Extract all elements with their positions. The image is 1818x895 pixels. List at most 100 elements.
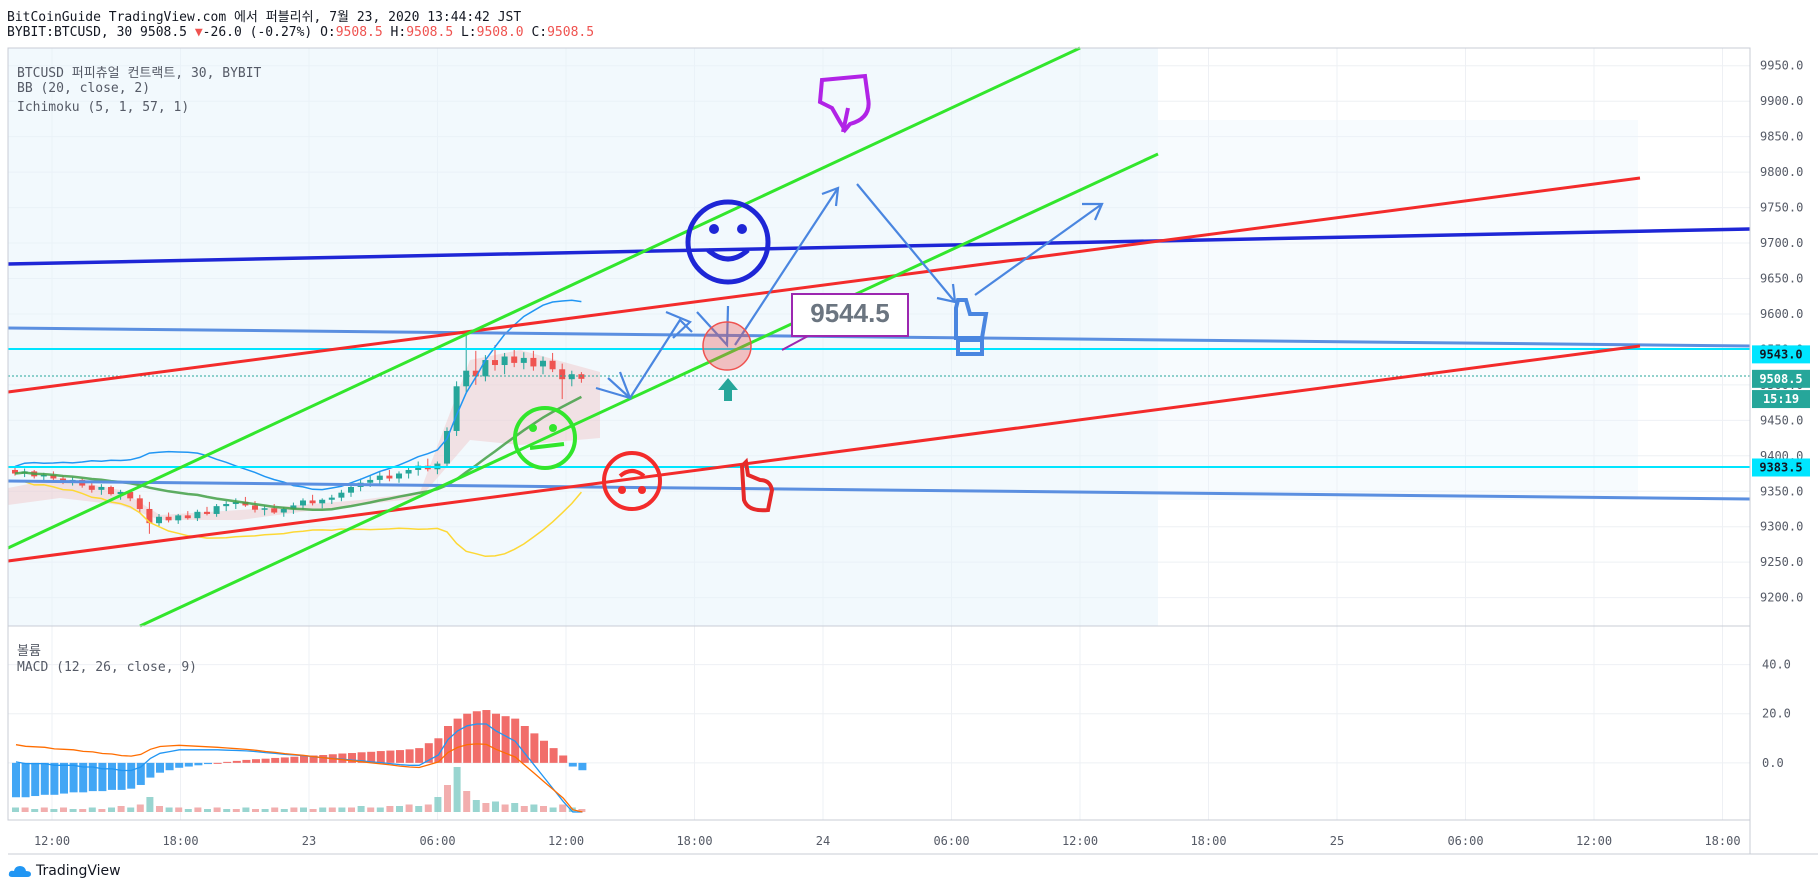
indicator-bb[interactable]: BB (20, close, 2) <box>17 81 151 96</box>
channel-line-green-upper[interactable] <box>7 46 1081 550</box>
indicator-ichimoku[interactable]: Ichimoku (5, 1, 57, 1) <box>17 100 190 115</box>
candle-body <box>300 500 306 506</box>
volume-bar <box>12 807 19 812</box>
volume-bar <box>194 807 202 812</box>
candle-body <box>12 469 18 474</box>
price-axis[interactable]: 9950.0 9900.0 9850.0 9800.0 9750.0 9700.0 9650… <box>1752 59 1810 605</box>
volume-bar <box>280 809 288 812</box>
volume-bar <box>453 767 461 812</box>
tradingview-logo[interactable]: TradingView <box>8 863 121 879</box>
candle-body <box>194 511 201 519</box>
volume-bar <box>175 807 183 812</box>
volume-bar <box>98 809 106 812</box>
macd-histogram-bar <box>108 762 116 790</box>
channel-line-red-upper[interactable] <box>7 176 1641 394</box>
volume-bar <box>367 807 375 812</box>
candle-body <box>520 357 527 363</box>
macd-tick-label: 20.0 <box>1762 707 1791 721</box>
macd-histogram-bar <box>396 750 404 763</box>
macd-histogram-bar <box>271 757 280 763</box>
macd-histogram-bar <box>40 762 49 795</box>
price-tick-label: 9200.0 <box>1760 591 1803 605</box>
volume-bar <box>530 804 538 812</box>
macd-histogram-bar <box>12 762 20 798</box>
macd-histogram-bar <box>204 762 212 765</box>
macd-histogram-bar <box>568 762 577 767</box>
resistance-line-blue[interactable] <box>7 227 1751 266</box>
macd-histogram-bar <box>117 762 126 790</box>
price-label-box <box>1752 345 1810 364</box>
macd-histogram-bar <box>194 762 203 766</box>
price-label-text: 9543.0 <box>1759 347 1802 361</box>
volume-bar <box>520 806 528 812</box>
candle-body <box>482 360 489 377</box>
time-tick-label: 06:00 <box>419 834 455 848</box>
bb-upper-band <box>14 299 582 491</box>
indicator-macd[interactable]: MACD (12, 26, close, 9) <box>17 660 198 675</box>
price-label-box <box>1752 369 1810 388</box>
volume-bar <box>338 807 346 812</box>
price-tick-label: 9450.0 <box>1760 413 1803 427</box>
price-label-text: 15:19 <box>1763 392 1799 406</box>
macd-histogram-bar <box>175 762 184 768</box>
volume-bar <box>405 804 413 812</box>
high-value: 9508.5 <box>406 25 454 40</box>
macd-histogram-bar <box>261 758 270 763</box>
indicator-title: BTCUSD 퍼피츄얼 컨트랙트, 30, BYBIT <box>17 66 262 81</box>
projection-arrows[interactable] <box>595 183 1104 400</box>
indicator-volume[interactable]: 볼륨 <box>17 644 41 659</box>
candle-body <box>184 515 191 519</box>
target-circle[interactable] <box>702 321 752 371</box>
volume-bar <box>79 809 87 812</box>
candle-body <box>252 505 258 510</box>
price-tick-label: 9750.0 <box>1760 201 1803 215</box>
macd-histogram-bar <box>501 716 510 763</box>
volume-bar <box>348 807 355 812</box>
macd-histogram-bar <box>213 762 222 764</box>
price-tick-label: 9350.0 <box>1760 484 1803 498</box>
macd-histogram-bar <box>50 762 59 795</box>
time-axis[interactable]: 12:00 18:00 23 06:00 12:00 18:00 24 06:00 12:00 1… <box>34 834 1741 848</box>
macd-histogram-bar <box>357 752 366 763</box>
open-value: 9508.5 <box>335 25 383 40</box>
channel-line-red-lower[interactable] <box>7 344 1641 563</box>
callout-pointer <box>781 335 809 351</box>
buy-arrow-icon <box>718 378 738 401</box>
macd-histogram-bar <box>559 755 568 763</box>
macd-histogram-bar <box>21 762 30 798</box>
neutral-face-icon <box>513 406 577 470</box>
volume-bar <box>559 804 567 812</box>
volume-bar <box>424 804 432 812</box>
channel-line-green-lower[interactable] <box>139 152 1159 628</box>
macd-histogram-bar <box>252 759 260 763</box>
candle-body <box>204 511 210 514</box>
thumb-hand-icon <box>954 298 989 356</box>
macd-histogram-bar <box>367 751 376 763</box>
volume-bar <box>252 809 259 812</box>
price-callout-box[interactable] <box>791 293 909 337</box>
candle-body <box>376 475 383 480</box>
cloud-icon <box>8 866 32 877</box>
candle-body <box>213 506 220 514</box>
candle-body <box>338 492 345 498</box>
candle-body <box>88 485 95 490</box>
macd-pane: 40.0 20.0 0.0 <box>8 658 1791 813</box>
candle-body <box>492 360 498 366</box>
time-tick-label: 12:00 <box>34 834 70 848</box>
macd-histogram-bar <box>146 762 155 778</box>
price-tick-label: 9900.0 <box>1760 94 1803 108</box>
candle-body <box>223 504 230 507</box>
candle-body <box>271 508 278 513</box>
trend-line-steel-lower[interactable] <box>7 479 1751 501</box>
time-tick-label: 12:00 <box>1576 834 1612 848</box>
price-tick-label: 9850.0 <box>1760 130 1803 144</box>
volume-bar <box>50 809 58 812</box>
candle-body <box>568 374 575 380</box>
price-tick-label: 9700.0 <box>1760 236 1803 250</box>
macd-histogram-bar <box>127 762 136 789</box>
volume-bar <box>261 809 269 812</box>
candle-body <box>309 500 316 504</box>
candle-body <box>405 469 412 474</box>
candle-body <box>156 516 162 524</box>
